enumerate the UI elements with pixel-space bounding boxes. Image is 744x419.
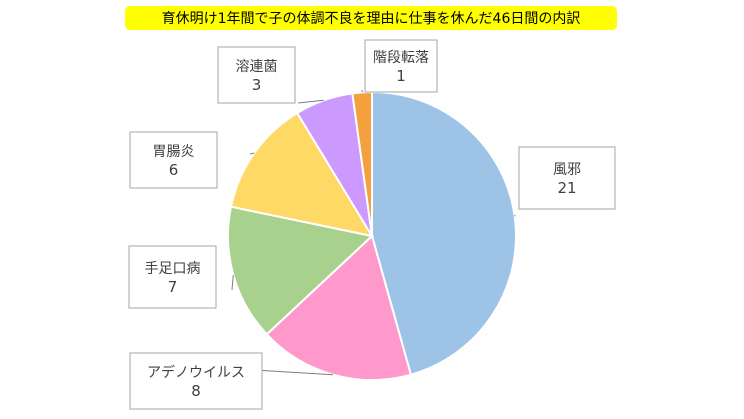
label-box (217, 46, 296, 104)
slice-value-label: 6 (169, 161, 179, 179)
pie-slice-1 (371, 90, 517, 376)
slice-name-label: 手足口病 (145, 261, 201, 277)
pie-slice-2 (265, 234, 413, 381)
label-box (129, 131, 218, 189)
pie-slice-3 (226, 205, 375, 336)
slice-value-label: 21 (557, 179, 576, 197)
slice-value-label: 8 (191, 382, 201, 400)
slice-value-label: 1 (396, 67, 406, 85)
slice-value-label: 3 (252, 76, 262, 94)
label-box (364, 39, 438, 93)
pie-slices (226, 90, 517, 381)
leader-line (231, 274, 234, 291)
label-box (129, 352, 263, 410)
slice-name-label: 風邪 (553, 162, 581, 178)
leader-line (249, 152, 255, 155)
chart-title: 育休明け1年間で子の体調不良を理由に仕事を休んだ46日間の内訳 (125, 6, 617, 30)
leader-line (252, 369, 334, 376)
leader-line (297, 99, 324, 104)
slice-name-label: アデノウイルス (147, 364, 245, 381)
label-box (128, 245, 217, 309)
slice-name-label: 胃腸炎 (153, 144, 195, 160)
slice-name-label: 溶連菌 (236, 59, 278, 75)
label-box (518, 146, 616, 210)
slice-name-label: 階段転落 (373, 50, 429, 66)
slice-value-label: 7 (168, 278, 178, 296)
